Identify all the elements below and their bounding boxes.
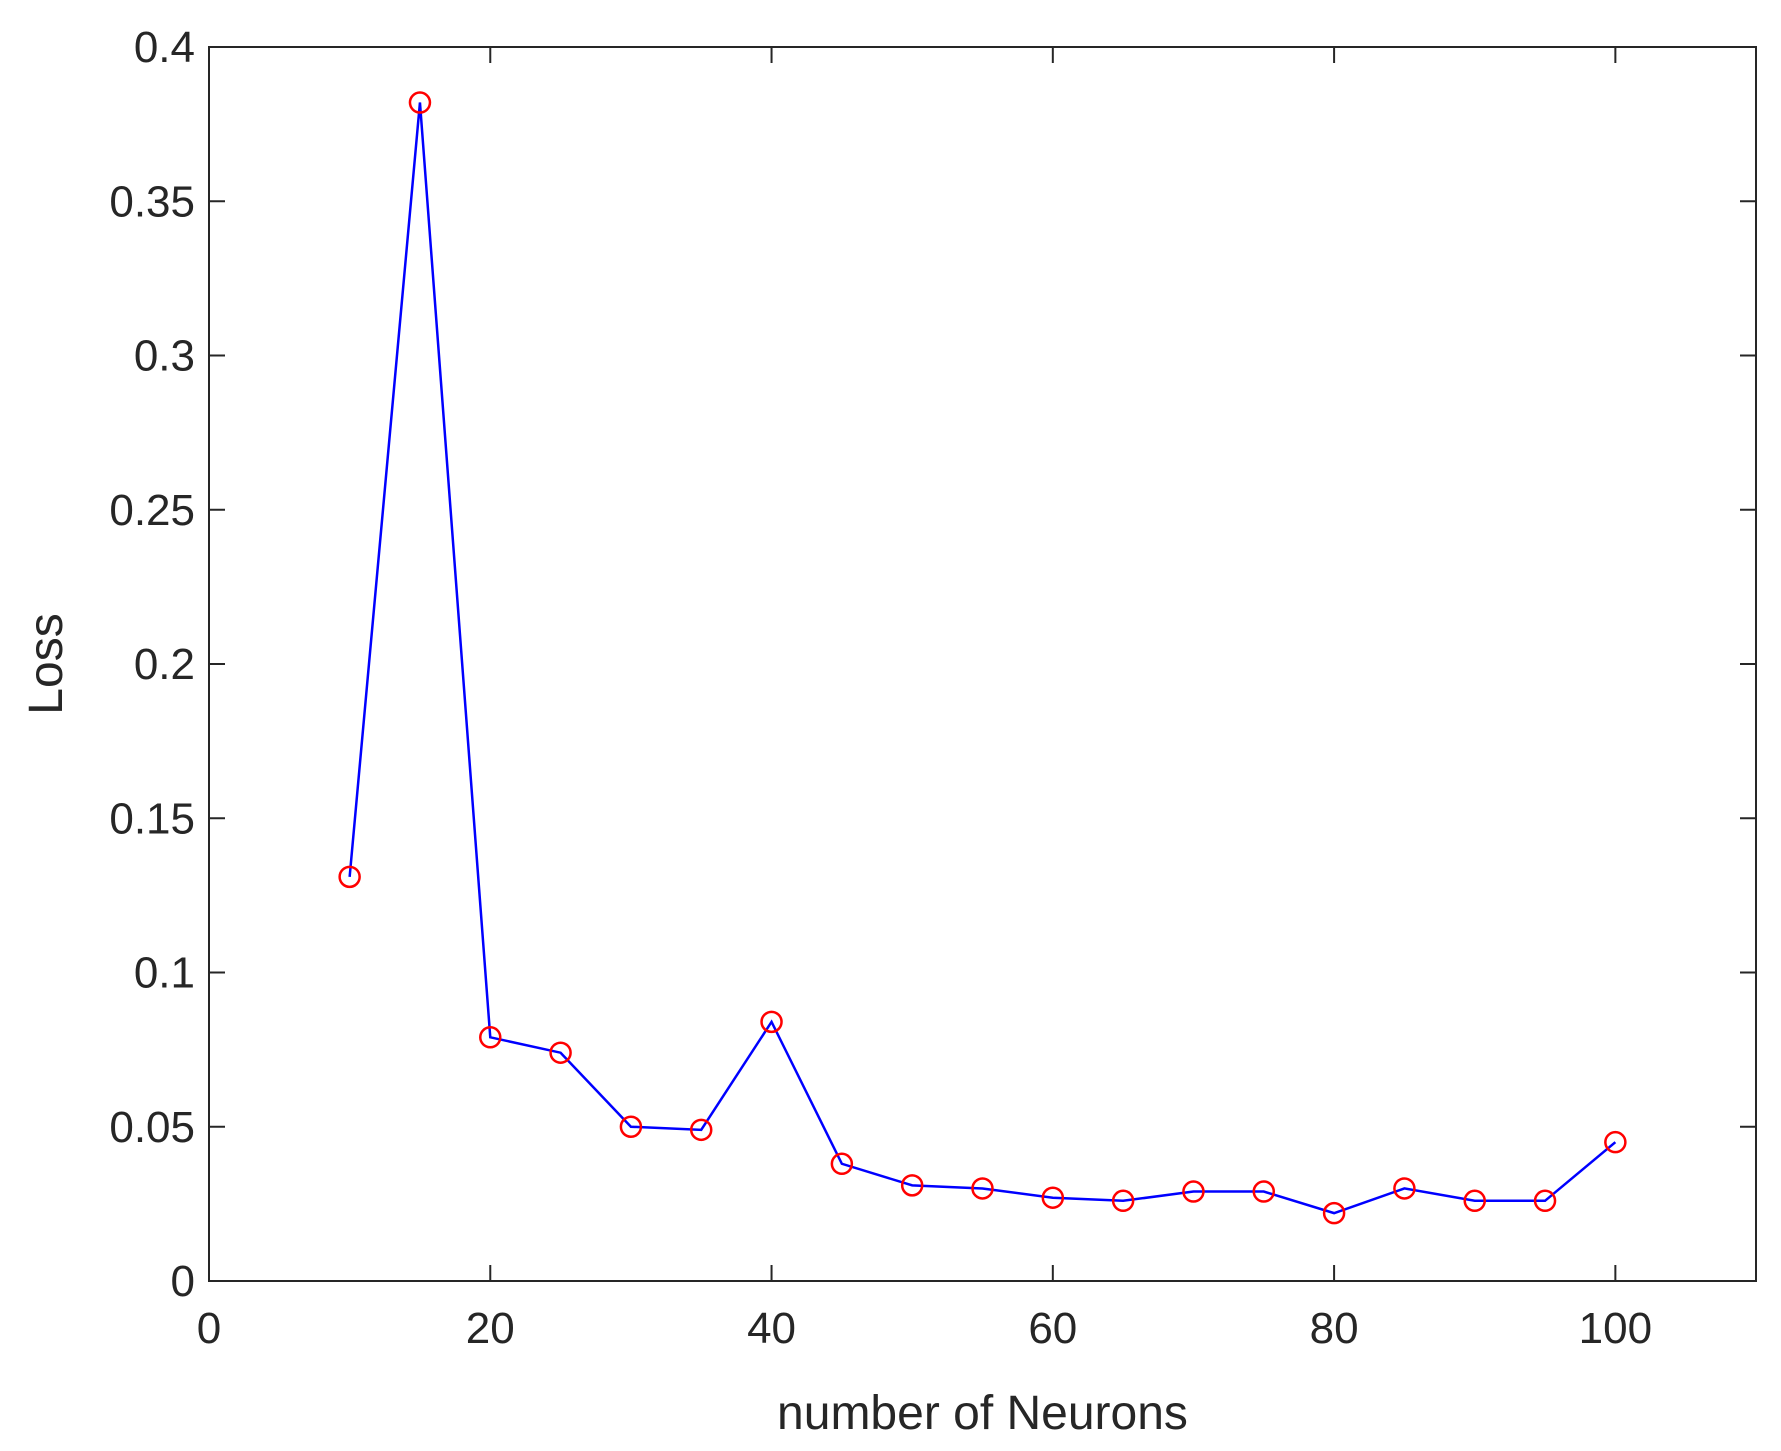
y-tick-label: 0.25: [109, 486, 195, 535]
data-point-marker: [1252, 1180, 1276, 1203]
y-tick-label: 0.1: [134, 949, 195, 998]
x-tick-label: 20: [466, 1304, 515, 1353]
data-point-marker: [1111, 1189, 1135, 1213]
axes-box: [208, 46, 1757, 1282]
y-tick-label: 0.15: [109, 794, 195, 843]
data-series: [338, 91, 1627, 1225]
data-point-marker: [619, 1115, 643, 1138]
x-tick-label: 100: [1579, 1304, 1652, 1353]
y-tick-label: 0.3: [134, 332, 195, 381]
data-point-marker: [971, 1177, 994, 1200]
x-axis-title: number of Neurons: [777, 1387, 1188, 1440]
data-point-marker: [1393, 1177, 1416, 1200]
data-point-marker: [549, 1041, 572, 1064]
x-tick-label: 40: [747, 1304, 796, 1353]
data-point-marker: [830, 1152, 854, 1176]
x-tick-label: 60: [1028, 1304, 1077, 1353]
data-point-marker: [1533, 1189, 1557, 1213]
y-tick-label: 0.4: [134, 23, 195, 72]
data-point-marker: [900, 1174, 924, 1197]
data-point-marker: [1322, 1201, 1346, 1225]
data-point-marker: [1041, 1186, 1065, 1209]
y-tick-label: 0.05: [109, 1103, 195, 1152]
data-point-marker: [408, 91, 432, 114]
plot-area-background: [209, 47, 1756, 1281]
x-tick-label: 80: [1310, 1304, 1359, 1353]
x-tick-label: 0: [197, 1304, 221, 1353]
tick-labels: 0 20 40 60 80 100 0 0.05 0.1 0.15 0.2 0.25 0.3 0.35 0.…: [109, 23, 1652, 1353]
series-line: [348, 102, 1617, 1215]
data-point-marker: [1604, 1130, 1627, 1154]
data-point-marker: [1463, 1189, 1486, 1213]
data-point-marker: [479, 1026, 502, 1049]
y-tick-label: 0: [171, 1257, 195, 1306]
data-point-marker: [689, 1118, 713, 1142]
y-axis-title: Loss: [20, 613, 73, 714]
y-tick-label: 0.35: [109, 177, 195, 226]
data-point-marker: [338, 865, 361, 889]
data-point-marker: [1182, 1180, 1205, 1203]
data-point-marker: [760, 1010, 783, 1034]
y-tick-label: 0.2: [134, 640, 195, 689]
